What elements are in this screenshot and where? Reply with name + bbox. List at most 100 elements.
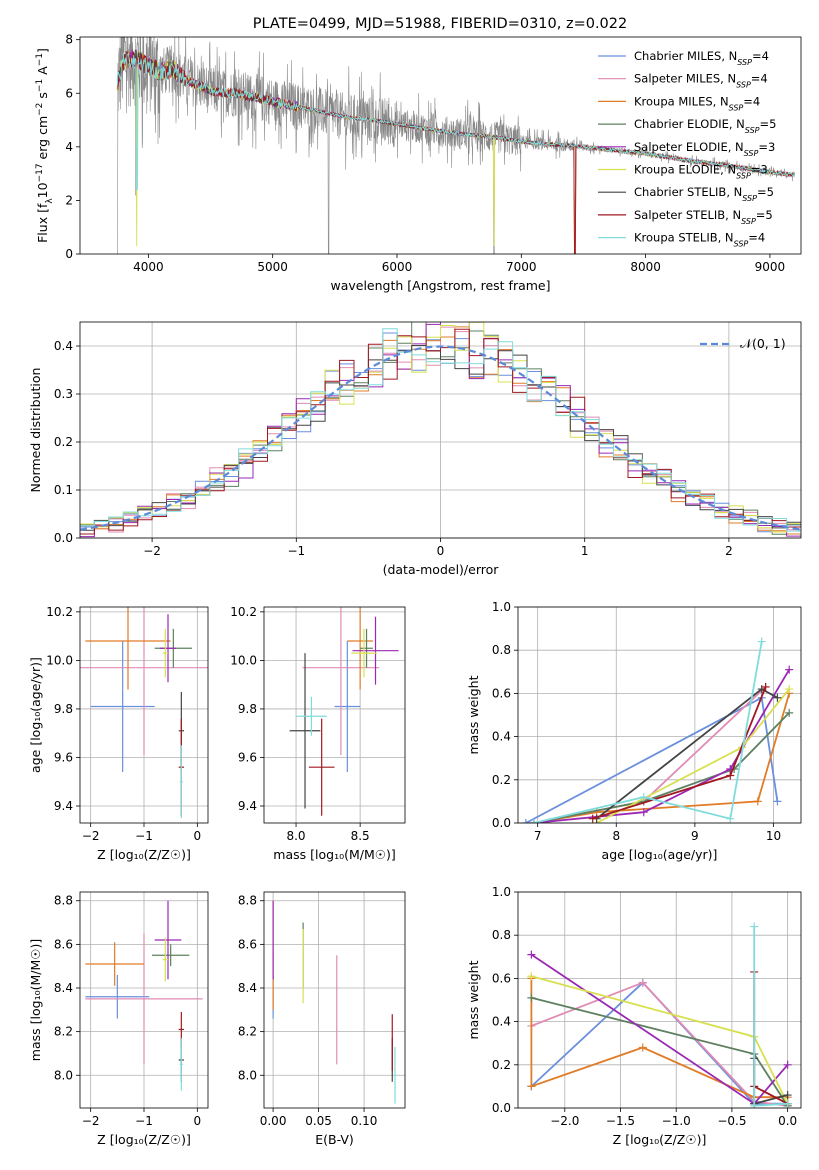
- y-tick-label: 0: [65, 247, 73, 261]
- age-vs-mass-panel: 8.0 8.5 9.4 9.6 9.8 10.0 10.2 mass [log₁₀(M/M☉)…: [230, 605, 406, 862]
- x-tick-label: −0.5: [717, 1114, 746, 1128]
- x-tick-label: 0: [194, 829, 202, 843]
- y-tick-label: 0.0: [492, 1101, 511, 1115]
- y-axis-label: mass weight: [466, 960, 481, 1039]
- y-tick-label: 2: [65, 193, 73, 207]
- y-tick-label: 0.8: [492, 643, 511, 657]
- weight-series-5: [530, 953, 789, 1105]
- y-tick-label: 0.2: [492, 773, 511, 787]
- histogram-8: [80, 328, 801, 535]
- y-axis-label: mass weight: [466, 675, 481, 754]
- x-tick-label: 10: [766, 829, 781, 843]
- x-tick-label: −2.0: [550, 1114, 579, 1128]
- x-axis-label: Z [log₁₀(Z/Z☉)]: [97, 847, 191, 862]
- weight-marker: [750, 1101, 759, 1108]
- plot-area: [85, 900, 203, 1091]
- weight-marker: [529, 819, 538, 823]
- plot-area: [289, 607, 399, 816]
- axes-frame: [517, 891, 802, 1109]
- x-tick-label: 8000: [630, 260, 661, 274]
- weight-marker: [638, 1043, 647, 1052]
- y-tick-label: 8.0: [54, 1068, 73, 1082]
- x-tick-label: 5000: [257, 260, 288, 274]
- x-tick-label: 8.0: [286, 829, 305, 843]
- weight-series-9: [533, 641, 763, 823]
- errorbar-point: [162, 628, 168, 678]
- errorbar-point: [352, 616, 399, 685]
- weight-marker: [527, 972, 536, 981]
- y-tick-label: 9.8: [238, 702, 257, 716]
- x-tick-label: −1: [135, 829, 153, 843]
- y-tick-label: 8.0: [238, 1068, 257, 1082]
- mass-vs-ebv-panel: 0.00 0.05 0.10 8.0 8.2 8.4 8.6 8.8 E(B-V): [238, 891, 406, 1147]
- y-tick-label: 0.6: [492, 686, 511, 700]
- weight-marker: [785, 708, 794, 717]
- x-tick-label: 7: [534, 829, 542, 843]
- weight-marker: [726, 814, 735, 823]
- weight-marker: [527, 1082, 536, 1091]
- axes-decorations: 0.00 0.05 0.10 8.0 8.2 8.4 8.6 8.8 E(B-V): [238, 891, 406, 1147]
- x-tick-label: 0: [437, 544, 445, 558]
- weight-marker: [773, 797, 782, 806]
- x-axis-label: Z [log₁₀(Z/Z☉)]: [97, 1132, 191, 1147]
- y-tick-label: 0.2: [492, 1058, 511, 1072]
- x-axis-label: age [log₁₀(age/yr)]: [602, 847, 718, 862]
- y-tick-label: 9.4: [238, 799, 257, 813]
- x-axis-label: Z [log₁₀(Z/Z☉)]: [613, 1132, 707, 1147]
- errorbar-point: [162, 937, 168, 982]
- y-tick-label: 0.8: [492, 928, 511, 942]
- errorbar-point: [308, 718, 335, 816]
- weight-marker: [638, 978, 647, 987]
- age-vs-Z-panel: −2 −1 0 9.4 9.6 9.8 10.0 10.2 Z [log₁₀(Z/Z☉)] age…: [28, 605, 209, 862]
- plot-area: [80, 322, 801, 538]
- histogram-7: [80, 345, 801, 531]
- x-tick-label: 6000: [382, 260, 413, 274]
- legend-entry: Kroupa STELIB, NSSP=4: [634, 231, 765, 249]
- x-tick-label: 4000: [133, 260, 164, 274]
- x-tick-label: 2: [725, 544, 733, 558]
- axes-decorations: 7 8 9 10 0.0 0.2 0.4 0.6 0.8 1.0 age [log₁₀(age/yr…: [466, 600, 802, 862]
- x-tick-label: −1.0: [662, 1114, 691, 1128]
- weight-marker: [588, 814, 597, 823]
- errorbar-point: [334, 640, 361, 773]
- model-spectrum-9: [116, 52, 795, 191]
- model-spectrum-8: [117, 51, 795, 254]
- plot-area: [272, 900, 396, 1104]
- panels: 4000 5000 6000 7000 8000 900002468wavelength …: [28, 33, 802, 1147]
- y-tick-label: 0.6: [492, 971, 511, 985]
- x-tick-label: 7000: [506, 260, 537, 274]
- weight-marker: [639, 793, 648, 802]
- weight-marker: [639, 808, 648, 817]
- errorbar-point: [179, 1038, 183, 1091]
- errorbar-point: [152, 944, 190, 967]
- weight-series-5: [533, 669, 790, 823]
- errorbar-point: [85, 942, 144, 986]
- weight-marker: [783, 1091, 792, 1100]
- errorbar-point: [302, 607, 380, 756]
- y-tick-label: 9.6: [54, 750, 73, 764]
- residuals-panel: −2 −1 0 1 2 0.0 0.1 0.2 0.3 0.4 (data-model)/error…: [28, 321, 802, 577]
- axes-decorations: −2 −1 0 1 2 0.0 0.1 0.2 0.3 0.4 (data-model)/error…: [28, 321, 802, 577]
- x-tick-label: 9000: [755, 260, 786, 274]
- weight-marker: [783, 1060, 792, 1069]
- y-tick-label: 1.0: [492, 600, 511, 614]
- axes-frame: [79, 36, 802, 255]
- weight-series-2: [531, 981, 788, 1107]
- y-tick-label: 0.0: [492, 816, 511, 830]
- x-axis-label: wavelength [Angstrom, rest frame]: [330, 278, 550, 293]
- x-tick-label: 8.5: [351, 829, 370, 843]
- y-tick-label: 10.2: [230, 605, 257, 619]
- legend-entry: Salpeter ELODIE, NSSP=3: [634, 140, 775, 158]
- y-tick-label: 10.2: [46, 605, 73, 619]
- y-tick-label: 8.2: [238, 1025, 257, 1039]
- axes-decorations: 4000 5000 6000 7000 8000 9000 0 2 4 6 8 wavelength …: [35, 33, 802, 293]
- plot-area: [527, 922, 792, 1108]
- x-tick-label: 0: [194, 1114, 202, 1128]
- y-tick-label: 0.4: [54, 339, 73, 353]
- plot-area: [80, 607, 208, 819]
- y-tick-label: 0.4: [492, 1015, 511, 1029]
- x-tick-label: −2: [143, 544, 161, 558]
- weight-marker: [773, 693, 782, 702]
- y-tick-label: 0.3: [54, 387, 73, 401]
